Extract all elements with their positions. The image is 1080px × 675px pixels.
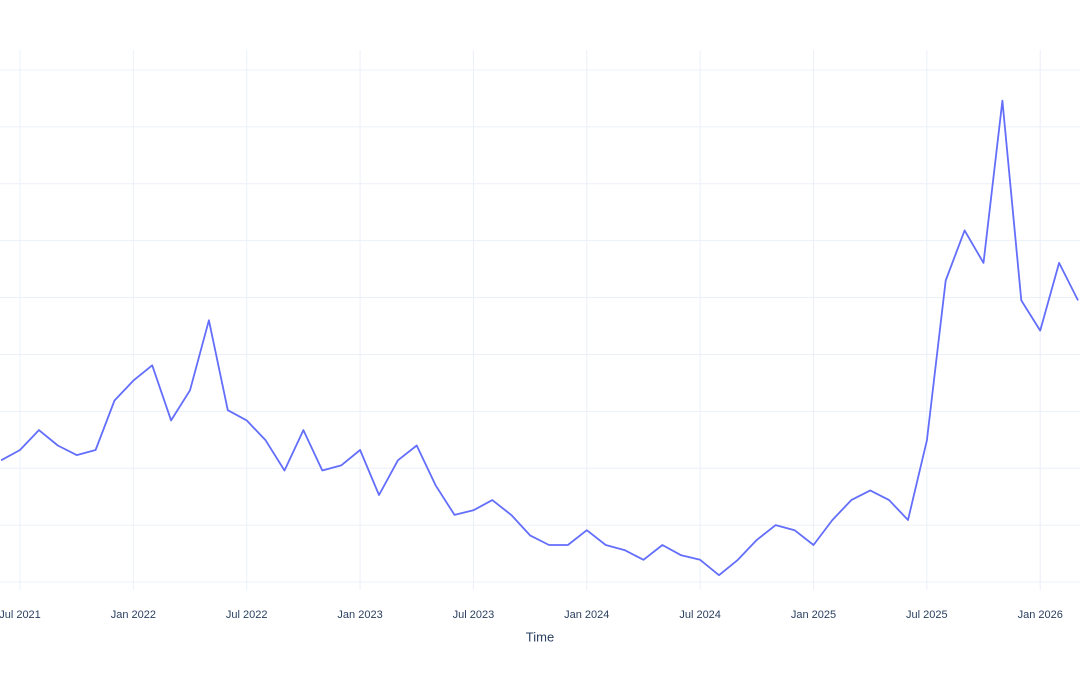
x-tick-label: Jul 2023 <box>453 609 495 621</box>
x-tick-label: Jan 2022 <box>111 609 156 621</box>
data-line <box>0 99 1079 577</box>
x-axis-title: Time <box>526 629 554 644</box>
x-tick-label: Jul 2024 <box>679 609 721 621</box>
x-tick-label: Jan 2024 <box>564 609 609 621</box>
x-tick-label: Jan 2023 <box>337 609 382 621</box>
x-tick-label: Jan 2026 <box>1018 609 1063 621</box>
x-tick-label: Jul 2021 <box>0 609 41 621</box>
x-tick-label: Jul 2022 <box>226 609 268 621</box>
x-tick-label: Jul 2025 <box>906 609 948 621</box>
x-tick-label: Jan 2025 <box>791 609 836 621</box>
